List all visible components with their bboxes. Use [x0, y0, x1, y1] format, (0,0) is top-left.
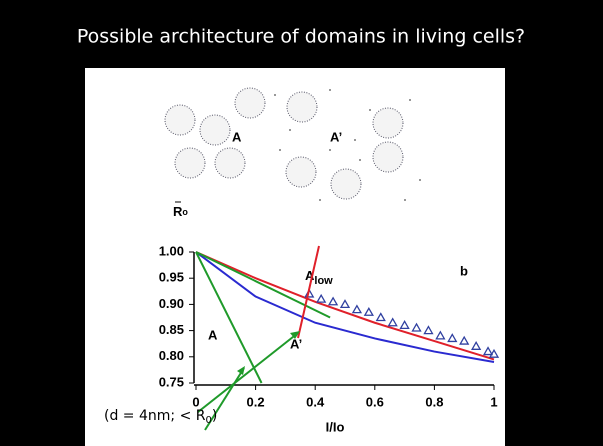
x-tick-label: 0.8 [425, 394, 443, 409]
marker [470, 341, 482, 350]
line [195, 251, 263, 384]
a-low-label: Alow [305, 268, 333, 286]
x-tick-label: 0 [192, 394, 199, 409]
marker [488, 348, 500, 358]
arrowhead [290, 331, 300, 339]
y-tick-label: 0.95 [159, 270, 184, 285]
scatter-dots [274, 89, 421, 201]
marker [459, 335, 470, 345]
note-sub: 0 [205, 415, 211, 426]
note-end: ) [212, 408, 217, 424]
x-tick-label: 0.2 [247, 394, 265, 409]
domain-diagram [164, 87, 404, 200]
a-low-sub: low [314, 275, 333, 287]
marker [387, 317, 398, 327]
green-arrow [204, 367, 245, 431]
marker [447, 333, 458, 343]
r0-sub: o [182, 207, 188, 217]
line [195, 251, 495, 364]
marker [399, 320, 410, 330]
y-tick-label: 1.00 [159, 243, 184, 258]
x-tick-label: 1 [490, 394, 497, 409]
marker [411, 322, 422, 332]
r0-label: Ro [173, 204, 188, 219]
red-arrow [297, 245, 320, 339]
marker [423, 325, 434, 335]
y-tick-label: 0.75 [159, 374, 184, 389]
marker [435, 330, 446, 340]
line [195, 251, 495, 361]
figure-panel [85, 68, 505, 446]
a-curve-label: A [208, 327, 218, 342]
label-a-prime: A’ [330, 129, 342, 144]
a-low-text: A [305, 268, 315, 283]
r0-text: R [173, 204, 183, 219]
chart: 1.00 0.95 0.90 0.85 0.80 0.75 0 0.2 0.4 0.6 0.8 1 [159, 243, 500, 409]
y-tick-label: 0.90 [159, 296, 184, 311]
note-text: (d = 4nm; < R [104, 408, 206, 424]
note: (d = 4nm; < R0) [104, 408, 217, 426]
marker [351, 304, 363, 314]
marker [363, 306, 374, 316]
green-arrow [197, 332, 299, 413]
x-tick-label: 0.4 [306, 394, 325, 409]
marker [339, 299, 351, 309]
marker [375, 312, 386, 322]
marker [482, 346, 494, 356]
panel-label: b [460, 263, 468, 278]
y-tick-label: 0.80 [159, 348, 184, 363]
marker [316, 293, 327, 303]
y-tick-label: 0.85 [159, 322, 184, 337]
slide-title: Possible architecture of domains in livi… [77, 26, 525, 48]
line [195, 251, 331, 319]
label-a: A [232, 129, 242, 144]
x-axis-label: I/Io [326, 419, 345, 434]
arrowhead [237, 366, 245, 375]
a-prime-curve-label: A’ [290, 336, 302, 351]
marker [327, 296, 339, 306]
x-tick-label: 0.6 [366, 394, 384, 409]
